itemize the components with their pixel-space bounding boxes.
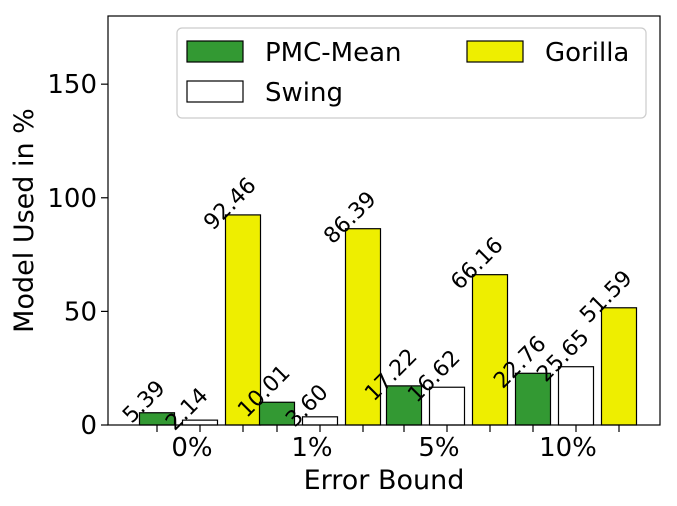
plot-frame: [107, 15, 661, 426]
legend-label-gorilla: Gorilla: [545, 38, 629, 68]
y-tick-label: 50: [64, 297, 97, 327]
legend-swatch-gorilla: [466, 40, 524, 63]
bar-gorilla-0: [224, 214, 262, 426]
bar-pmc-mean-2: [385, 385, 423, 426]
y-axis: 0 50 100 150: [47, 70, 108, 441]
x-axis: 0% 1% 5% 10%: [156, 425, 620, 463]
x-category-label: 10%: [539, 433, 597, 463]
bar-gorilla-1: [344, 228, 382, 426]
legend: PMC-Mean Swing Gorilla: [176, 27, 647, 119]
legend-swatch-swing: [186, 80, 244, 103]
y-tick-label: 150: [47, 70, 97, 100]
y-axis-label: Model Used in %: [9, 108, 40, 333]
bar-gorilla-2: [471, 274, 509, 426]
bar-swing-3: [557, 366, 595, 426]
legend-label-pmc-mean: PMC-Mean: [265, 38, 402, 68]
bar-value-label: 2.14: [161, 383, 213, 435]
bar-swing-2: [428, 386, 466, 426]
x-category-label: 5%: [418, 433, 459, 463]
bars-layer: [138, 214, 638, 426]
y-tick-label: 100: [47, 184, 97, 214]
legend-label-swing: Swing: [265, 78, 343, 108]
legend-swatch-pmc-mean: [186, 40, 244, 63]
x-category-label: 1%: [291, 433, 332, 463]
x-category-label: 0%: [171, 433, 212, 463]
bar-gorilla-3: [600, 307, 638, 426]
x-axis-label: Error Bound: [304, 465, 465, 496]
bar-pmc-mean-3: [514, 372, 552, 426]
y-tick-label: 0: [80, 411, 97, 441]
legend-frame: [176, 27, 647, 119]
